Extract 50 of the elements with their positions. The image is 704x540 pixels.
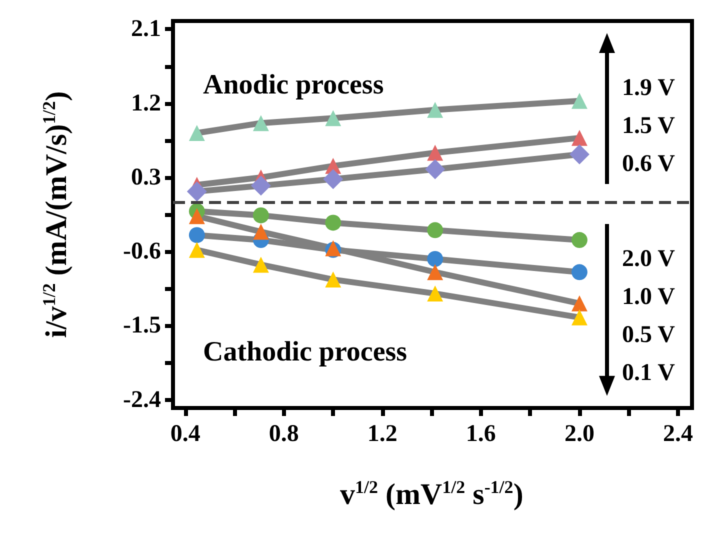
annotation: Anodic process — [203, 70, 384, 100]
point — [252, 207, 269, 224]
point — [571, 130, 588, 146]
point — [427, 222, 444, 238]
point — [571, 309, 588, 326]
x-tick-label: 0.8 — [268, 421, 299, 447]
point — [569, 144, 590, 164]
point — [325, 272, 342, 288]
point — [571, 295, 588, 312]
series-label: 2.0 V — [622, 246, 676, 272]
point — [188, 124, 205, 141]
point — [252, 256, 269, 273]
point — [325, 214, 342, 231]
point — [250, 176, 271, 196]
point — [427, 250, 444, 267]
y-tick-label: -2.4 — [123, 386, 161, 413]
point — [427, 144, 444, 161]
point — [571, 232, 588, 248]
y-tick-label: -0.6 — [123, 238, 161, 265]
point — [425, 159, 446, 180]
x-tick-label: 2.4 — [663, 421, 693, 447]
x-tick-label: 0.4 — [170, 421, 200, 447]
y-tick-label: 2.1 — [131, 16, 161, 42]
y-axis-title: i/v1/2 (mA/(mV/s)1/2) — [39, 91, 73, 338]
point — [325, 110, 342, 126]
series-label: 0.5 V — [622, 322, 676, 348]
point — [427, 264, 444, 280]
point — [571, 264, 588, 280]
point — [427, 102, 444, 118]
x-tick-label: 1.6 — [466, 421, 496, 447]
x-tick-label: 1.2 — [367, 421, 398, 447]
point — [571, 92, 588, 109]
series-label: 1.9 V — [622, 75, 676, 101]
x-tick-label: 2.0 — [564, 421, 594, 447]
point — [188, 208, 205, 224]
point — [427, 286, 444, 302]
series-label: 1.5 V — [622, 113, 676, 139]
series-label: 1.0 V — [622, 284, 676, 310]
point — [252, 115, 269, 132]
point — [188, 242, 205, 258]
y-tick-label: 0.3 — [131, 164, 161, 190]
point — [188, 227, 205, 244]
point — [252, 224, 269, 240]
point — [186, 181, 207, 202]
series-label: 0.6 V — [622, 151, 676, 177]
point — [323, 169, 344, 190]
y-tick-label: -1.5 — [123, 312, 161, 339]
annotation: Cathodic process — [203, 336, 408, 368]
y-tick-label: 1.2 — [131, 90, 161, 116]
text: 0.1 V — [622, 360, 676, 386]
